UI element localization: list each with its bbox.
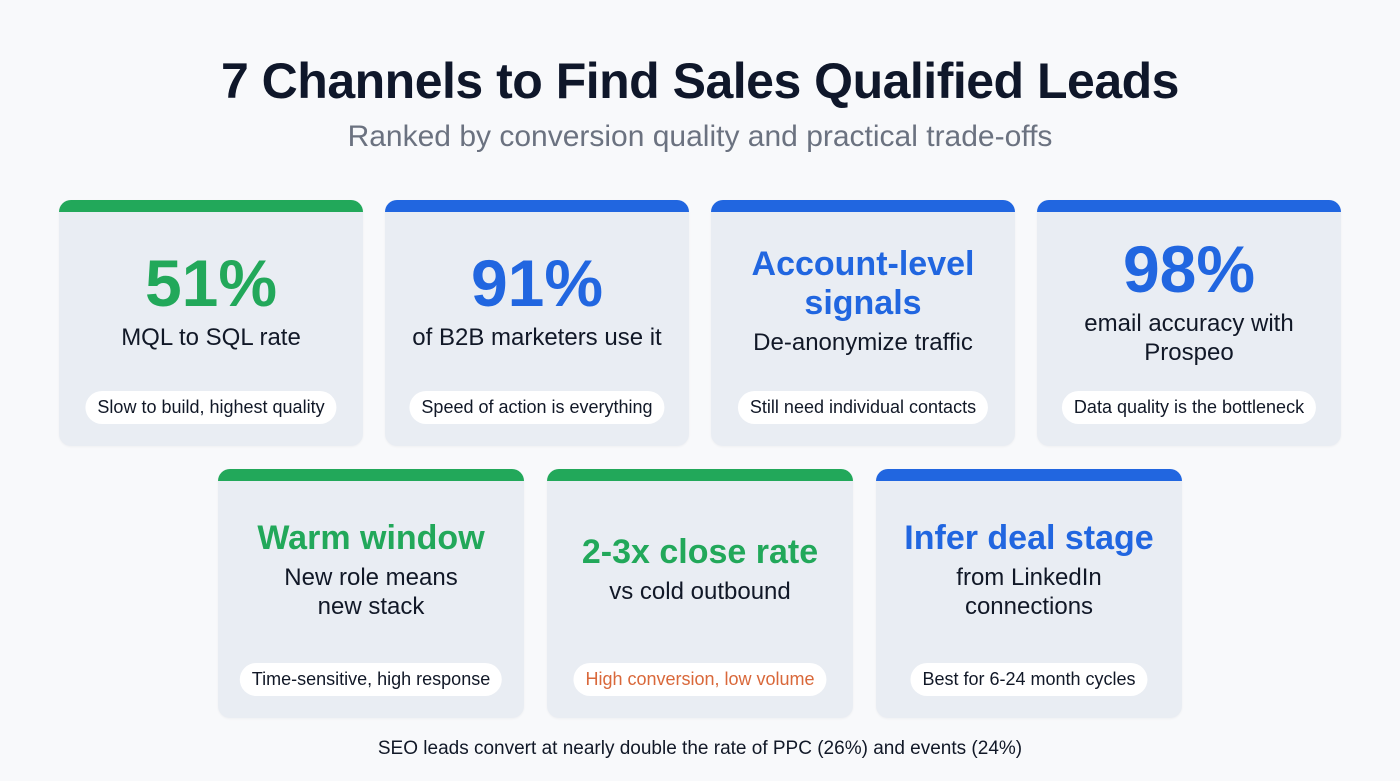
card-note-pill: Data quality is the bottleneck bbox=[1061, 391, 1317, 424]
card-headline: 51% bbox=[144, 245, 278, 320]
channel-card-3: Account-level signals De-anonymize traff… bbox=[711, 200, 1015, 446]
card-accent-bar bbox=[385, 200, 689, 212]
card-accent-bar bbox=[711, 200, 1015, 212]
card-note-pill: Speed of action is everything bbox=[409, 391, 665, 424]
card-note-pill: Best for 6-24 month cycles bbox=[910, 663, 1148, 696]
card-accent-bar bbox=[876, 469, 1182, 481]
card-description: from LinkedIn connections bbox=[956, 563, 1102, 620]
card-headline: 2-3x close rate bbox=[581, 533, 819, 572]
card-accent-bar bbox=[218, 469, 524, 481]
card-accent-bar bbox=[547, 469, 853, 481]
page-subtitle: Ranked by conversion quality and practic… bbox=[347, 120, 1053, 153]
card-description: vs cold outbound bbox=[609, 578, 791, 606]
card-headline: Account-level signals bbox=[751, 244, 975, 322]
card-accent-bar bbox=[59, 200, 363, 212]
page-title: 7 Channels to Find Sales Qualified Leads bbox=[220, 53, 1180, 109]
card-headline: Infer deal stage bbox=[904, 518, 1154, 557]
footnote: SEO leads convert at nearly double the r… bbox=[377, 738, 1023, 759]
card-description: De-anonymize traffic bbox=[753, 328, 973, 356]
card-note-pill: Still need individual contacts bbox=[737, 391, 989, 424]
card-description: of B2B marketers use it bbox=[412, 324, 662, 352]
card-note-pill: High conversion, low volume bbox=[573, 663, 827, 696]
card-description: email accuracy with Prospeo bbox=[1084, 309, 1294, 366]
card-headline: Warm window bbox=[257, 518, 485, 557]
channel-card-2: 91% of B2B marketers use it Speed of act… bbox=[385, 200, 689, 446]
channel-card-5: Warm window New role means new stack Tim… bbox=[218, 469, 524, 718]
channel-card-1: 51% MQL to SQL rate Slow to build, highe… bbox=[59, 200, 363, 446]
channel-card-7: Infer deal stage from LinkedIn connectio… bbox=[876, 469, 1182, 718]
card-headline: 91% bbox=[470, 245, 604, 320]
card-note-pill: Slow to build, highest quality bbox=[85, 391, 337, 424]
card-accent-bar bbox=[1037, 200, 1341, 212]
card-note-pill: Time-sensitive, high response bbox=[239, 663, 503, 696]
channel-card-4: 98% email accuracy with Prospeo Data qua… bbox=[1037, 200, 1341, 446]
card-headline: 98% bbox=[1122, 231, 1256, 306]
card-description: New role means new stack bbox=[284, 563, 458, 620]
channel-card-6: 2-3x close rate vs cold outbound High co… bbox=[547, 469, 853, 718]
card-description: MQL to SQL rate bbox=[121, 324, 301, 352]
